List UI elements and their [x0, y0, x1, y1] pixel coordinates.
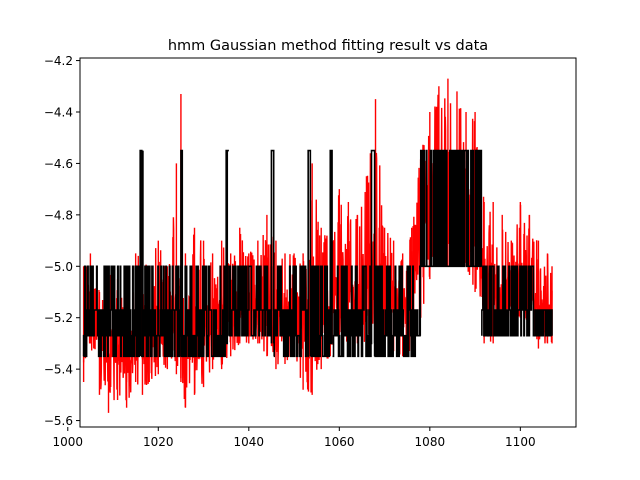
fit-series-segment	[481, 265, 535, 337]
plot-frame	[79, 57, 577, 428]
y-tick-label: −4.8	[44, 208, 73, 222]
fit-series-segment	[139, 149, 144, 358]
fit-series-segment	[370, 149, 376, 345]
fit-series-segment	[373, 265, 422, 358]
x-tick-label: 1080	[415, 435, 446, 449]
fit-layer	[82, 149, 553, 358]
fit-series-segment	[307, 149, 312, 358]
fit-series-segment	[270, 149, 275, 344]
fit-series-segment	[180, 149, 184, 358]
chart-title: hmm Gaussian method fitting result vs da…	[168, 38, 488, 54]
fit-series-segment	[182, 265, 227, 358]
fit-series-segment	[332, 265, 372, 358]
y-axis: −4.2 −4.4 −4.6 −4.8 −5.0 −5.2 −5.4 −5.6	[44, 54, 80, 428]
fit-series-segment	[329, 149, 333, 345]
fit-series-segment	[309, 265, 331, 358]
y-tick-label: −4.2	[44, 54, 73, 68]
y-tick-label: −4.4	[44, 106, 73, 120]
fit-series-segment	[273, 265, 308, 358]
fit-series-segment	[82, 265, 141, 358]
fit-series-segment	[228, 265, 273, 337]
x-tick-label: 1000	[53, 435, 84, 449]
fit-series-segment	[533, 309, 553, 337]
y-tick-label: −5.2	[44, 311, 73, 325]
fit-series-segment	[225, 149, 229, 345]
y-tick-label: −5.4	[44, 363, 73, 377]
y-tick-label: −5.0	[44, 260, 73, 274]
x-tick-label: 1020	[143, 435, 174, 449]
x-axis: 1000 1020 1040 1060 1080 1100	[53, 427, 536, 449]
y-tick-label: −5.6	[44, 414, 73, 428]
x-tick-label: 1100	[505, 435, 536, 449]
y-tick-label: −4.6	[44, 157, 73, 171]
x-tick-label: 1060	[324, 435, 355, 449]
x-tick-label: 1040	[234, 435, 265, 449]
fit-series-segment	[419, 149, 483, 268]
fit-series-segment	[142, 265, 182, 358]
